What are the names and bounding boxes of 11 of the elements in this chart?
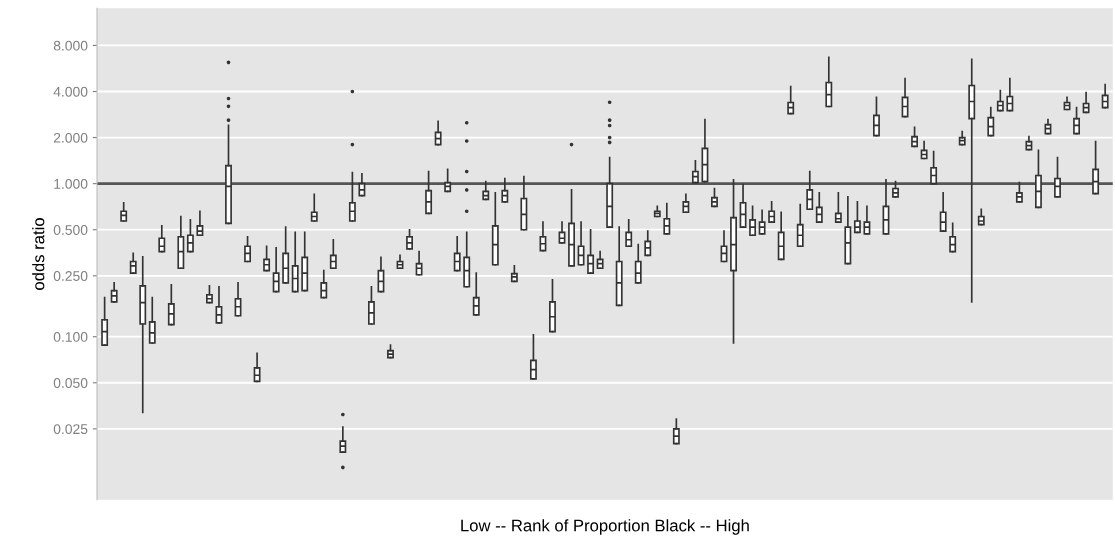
y-tick-label: 2.000 [53,132,88,143]
y-tick-label: 4.000 [53,86,88,97]
y-tick-label: 0.500 [53,225,88,235]
y-tick-label: 0.100 [53,332,88,342]
x-axis-title: Low -- Rank of Proportion Black -- High [461,519,749,535]
y-axis-title: odds ratio [32,218,45,290]
y-tick-label: 0.250 [53,271,88,281]
y-tick-label: 8.000 [53,40,88,51]
y-tick-label: 1.000 [54,178,88,189]
y-tick-label: 0.050 [53,378,88,388]
y-tick-label: 0.025 [53,424,88,435]
